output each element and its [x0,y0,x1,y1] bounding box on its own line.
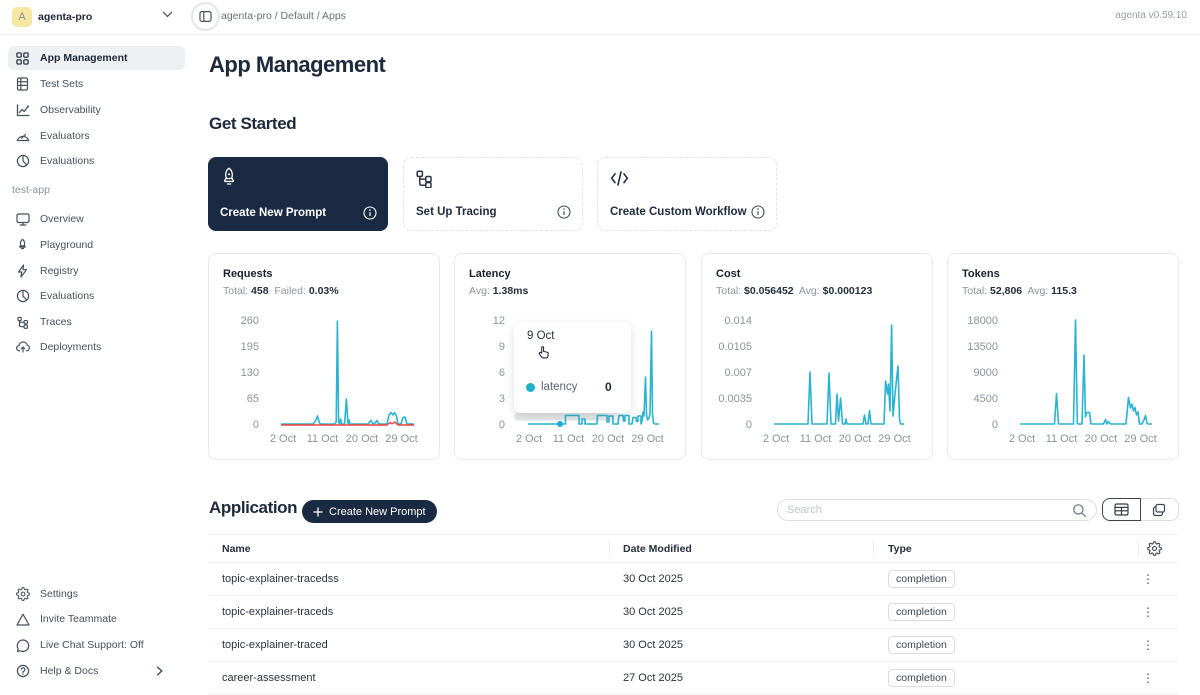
svg-text:20 Oct: 20 Oct [839,433,871,445]
svg-text:2 Oct: 2 Oct [763,433,789,445]
svg-text:29 Oct: 29 Oct [1124,433,1156,445]
svg-text:18000: 18000 [967,315,998,327]
svg-text:0.0035: 0.0035 [718,393,752,405]
svg-text:11 Oct: 11 Oct [800,433,832,445]
svg-text:260: 260 [241,315,259,327]
svg-text:6: 6 [499,367,505,379]
svg-text:29 Oct: 29 Oct [631,433,663,445]
svg-text:4500: 4500 [974,393,998,405]
svg-text:9: 9 [499,341,505,353]
svg-text:29 Oct: 29 Oct [878,433,910,445]
svg-text:0.007: 0.007 [724,367,752,379]
svg-text:2 Oct: 2 Oct [270,433,296,445]
svg-text:0: 0 [253,419,259,431]
svg-text:130: 130 [241,367,259,379]
svg-text:0.014: 0.014 [724,315,752,327]
svg-text:9000: 9000 [974,367,998,379]
svg-text:0: 0 [499,419,505,431]
svg-text:195: 195 [241,341,259,353]
svg-text:0.0105: 0.0105 [718,341,752,353]
svg-text:11 Oct: 11 Oct [1046,433,1078,445]
svg-text:29 Oct: 29 Oct [385,433,417,445]
svg-text:20 Oct: 20 Oct [346,433,378,445]
svg-text:2 Oct: 2 Oct [516,433,542,445]
svg-text:0: 0 [746,419,752,431]
svg-text:3: 3 [499,393,505,405]
svg-text:12: 12 [493,315,505,327]
svg-text:11 Oct: 11 Oct [553,433,585,445]
svg-text:0: 0 [992,419,998,431]
svg-text:20 Oct: 20 Oct [592,433,624,445]
svg-text:2 Oct: 2 Oct [1009,433,1035,445]
svg-text:11 Oct: 11 Oct [307,433,339,445]
svg-text:20 Oct: 20 Oct [1085,433,1117,445]
svg-text:65: 65 [247,393,259,405]
svg-text:13500: 13500 [967,341,998,353]
